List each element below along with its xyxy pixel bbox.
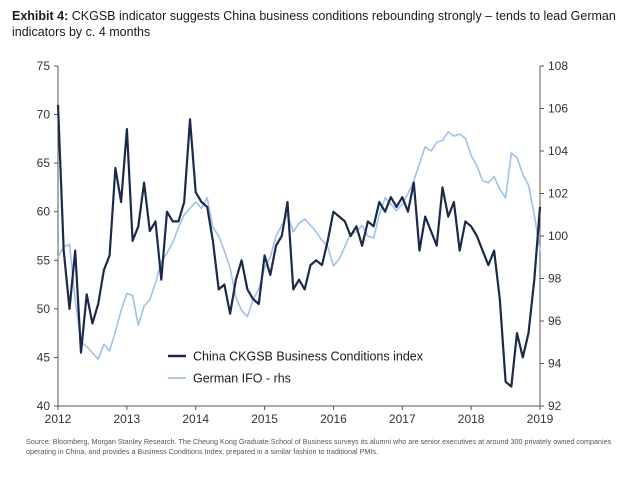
y-right-tick-label: 106	[548, 102, 568, 116]
legend-label-china: China CKGSB Business Conditions index	[193, 350, 424, 364]
y-right-tick-label: 102	[548, 187, 568, 201]
y-right-tick-label: 100	[548, 229, 568, 243]
legend-label-german: German IFO - rhs	[193, 372, 291, 386]
y-right-tick-label: 96	[548, 314, 562, 328]
y-left-tick-label: 65	[37, 156, 51, 170]
y-right-tick-label: 108	[548, 59, 568, 73]
y-left-tick-label: 50	[37, 302, 51, 316]
y-left-tick-label: 40	[37, 399, 51, 413]
chart-axes: 40 45 50 55 60 65 70 75 92 94 96 98 100 102 104 106 108 2…	[37, 59, 569, 426]
y-right-tick-label: 104	[548, 144, 568, 158]
x-tick-label: 2019	[527, 412, 554, 426]
exhibit-title-text: CKGSB indicator suggests China business …	[12, 9, 616, 39]
series-line-china-ckgsb	[56, 104, 542, 388]
series-line-german-ifo	[57, 131, 541, 361]
source-note: Source: Bloomberg, Morgan Stanley Resear…	[26, 437, 612, 456]
y-right-tick-label: 98	[548, 272, 562, 286]
y-left-tick-label: 60	[37, 205, 51, 219]
x-tick-label: 2016	[320, 412, 347, 426]
y-left-tick-label: 75	[37, 59, 51, 73]
y-right-tick-label: 92	[548, 399, 562, 413]
y-right-tick-label: 94	[548, 357, 562, 371]
y-left-tick-label: 55	[37, 253, 51, 267]
x-tick-label: 2018	[458, 412, 485, 426]
x-tick-label: 2013	[114, 412, 141, 426]
x-tick-label: 2017	[389, 412, 416, 426]
chart-series	[56, 104, 542, 388]
line-chart: 40 45 50 55 60 65 70 75 92 94 96 98 100 102 104 106 108 2…	[37, 59, 569, 426]
x-tick-label: 2012	[45, 412, 72, 426]
x-tick-label: 2014	[182, 412, 209, 426]
chart-legend: China CKGSB Business Conditions index Ger…	[168, 350, 424, 386]
chart-title: Exhibit 4: CKGSB indicator suggests Chin…	[12, 8, 616, 40]
y-left-tick-label: 45	[37, 350, 51, 364]
x-tick-label: 2015	[251, 412, 278, 426]
exhibit-label: Exhibit 4:	[12, 9, 69, 23]
y-left-tick-label: 70	[37, 108, 51, 122]
